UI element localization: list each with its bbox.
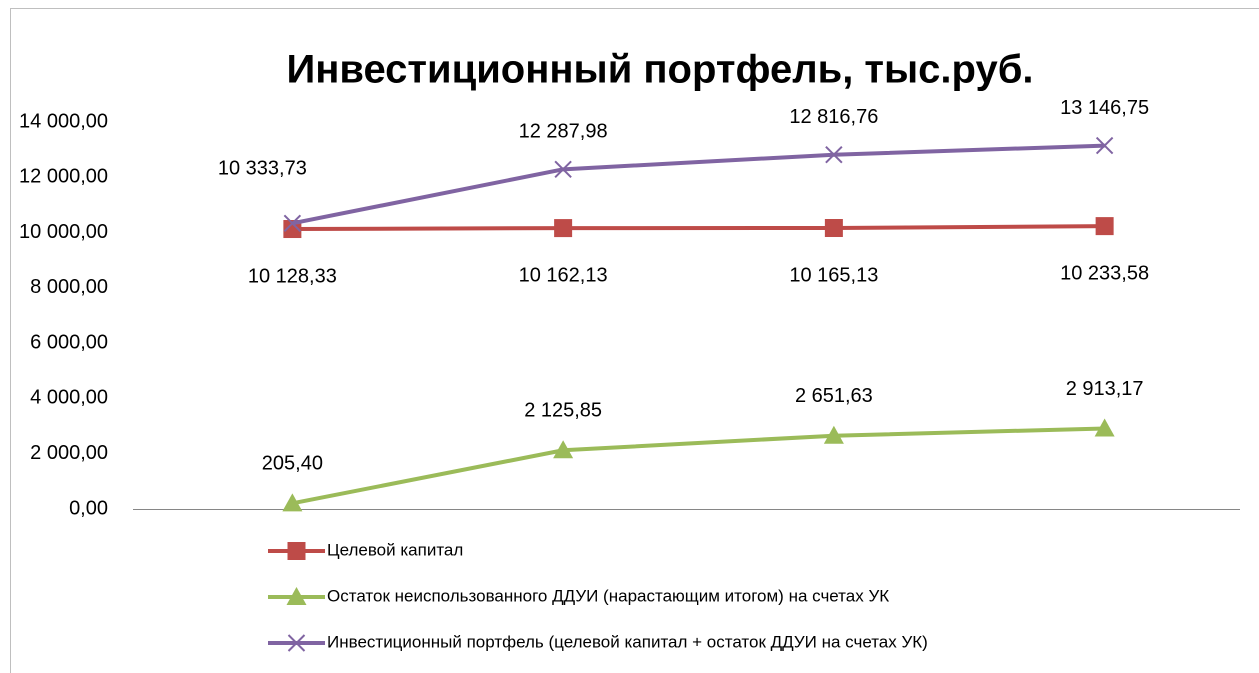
data-label: 10 128,33 [248, 265, 337, 287]
marker [823, 425, 844, 444]
legend-entry: Инвестиционный портфель (целевой капитал… [268, 632, 928, 652]
data-label: 2 913,17 [1066, 378, 1144, 400]
legend-label: Остаток неиспользованного ДДУИ (нарастаю… [327, 586, 889, 605]
marker [282, 493, 303, 512]
y-tick-label: 6 000,00 [30, 331, 108, 353]
data-label: 2 651,63 [795, 385, 873, 407]
y-tick-label: 14 000,00 [19, 110, 108, 132]
data-label: 12 816,76 [789, 106, 878, 128]
marker [287, 634, 306, 652]
marker [286, 587, 307, 605]
marker [824, 219, 843, 238]
marker [1095, 136, 1114, 155]
marker [287, 542, 306, 560]
marker [554, 160, 572, 179]
y-tick-label: 2 000,00 [30, 442, 108, 464]
marker [283, 214, 302, 233]
data-label: 12 287,98 [519, 121, 608, 143]
marker [553, 440, 574, 459]
data-label: 10 333,73 [218, 158, 307, 180]
data-label: 10 165,13 [789, 264, 878, 286]
line [292, 224, 1105, 232]
legend-entry: Остаток неиспользованного ДДУИ (нарастаю… [268, 586, 889, 605]
y-tick-label: 4 000,00 [30, 387, 108, 409]
y-tick-label: 8 000,00 [30, 276, 108, 298]
legend-label: Целевой капитал [327, 540, 463, 559]
y-tick-label: 12 000,00 [19, 166, 108, 188]
legend-label: Инвестиционный портфель (целевой капитал… [327, 632, 928, 651]
marker [825, 146, 843, 164]
line [291, 143, 1105, 226]
line [291, 426, 1105, 506]
y-tick-label: 0,00 [69, 497, 108, 519]
data-label: 2 125,85 [524, 400, 602, 422]
data-label: 10 162,13 [519, 264, 608, 286]
data-label: 205,40 [262, 453, 323, 475]
legend-entry: Целевой капитал [268, 540, 463, 560]
data-label: 13 146,75 [1060, 97, 1149, 119]
data-label: 10 233,58 [1060, 262, 1149, 284]
y-tick-label: 10 000,00 [19, 221, 108, 243]
marker [283, 220, 302, 239]
marker [1095, 217, 1114, 236]
chart-frame [10, 8, 1259, 673]
marker [1094, 418, 1115, 437]
chart-title: Инвестиционный портфель, тыс.руб. [286, 48, 1033, 92]
marker [554, 219, 573, 238]
